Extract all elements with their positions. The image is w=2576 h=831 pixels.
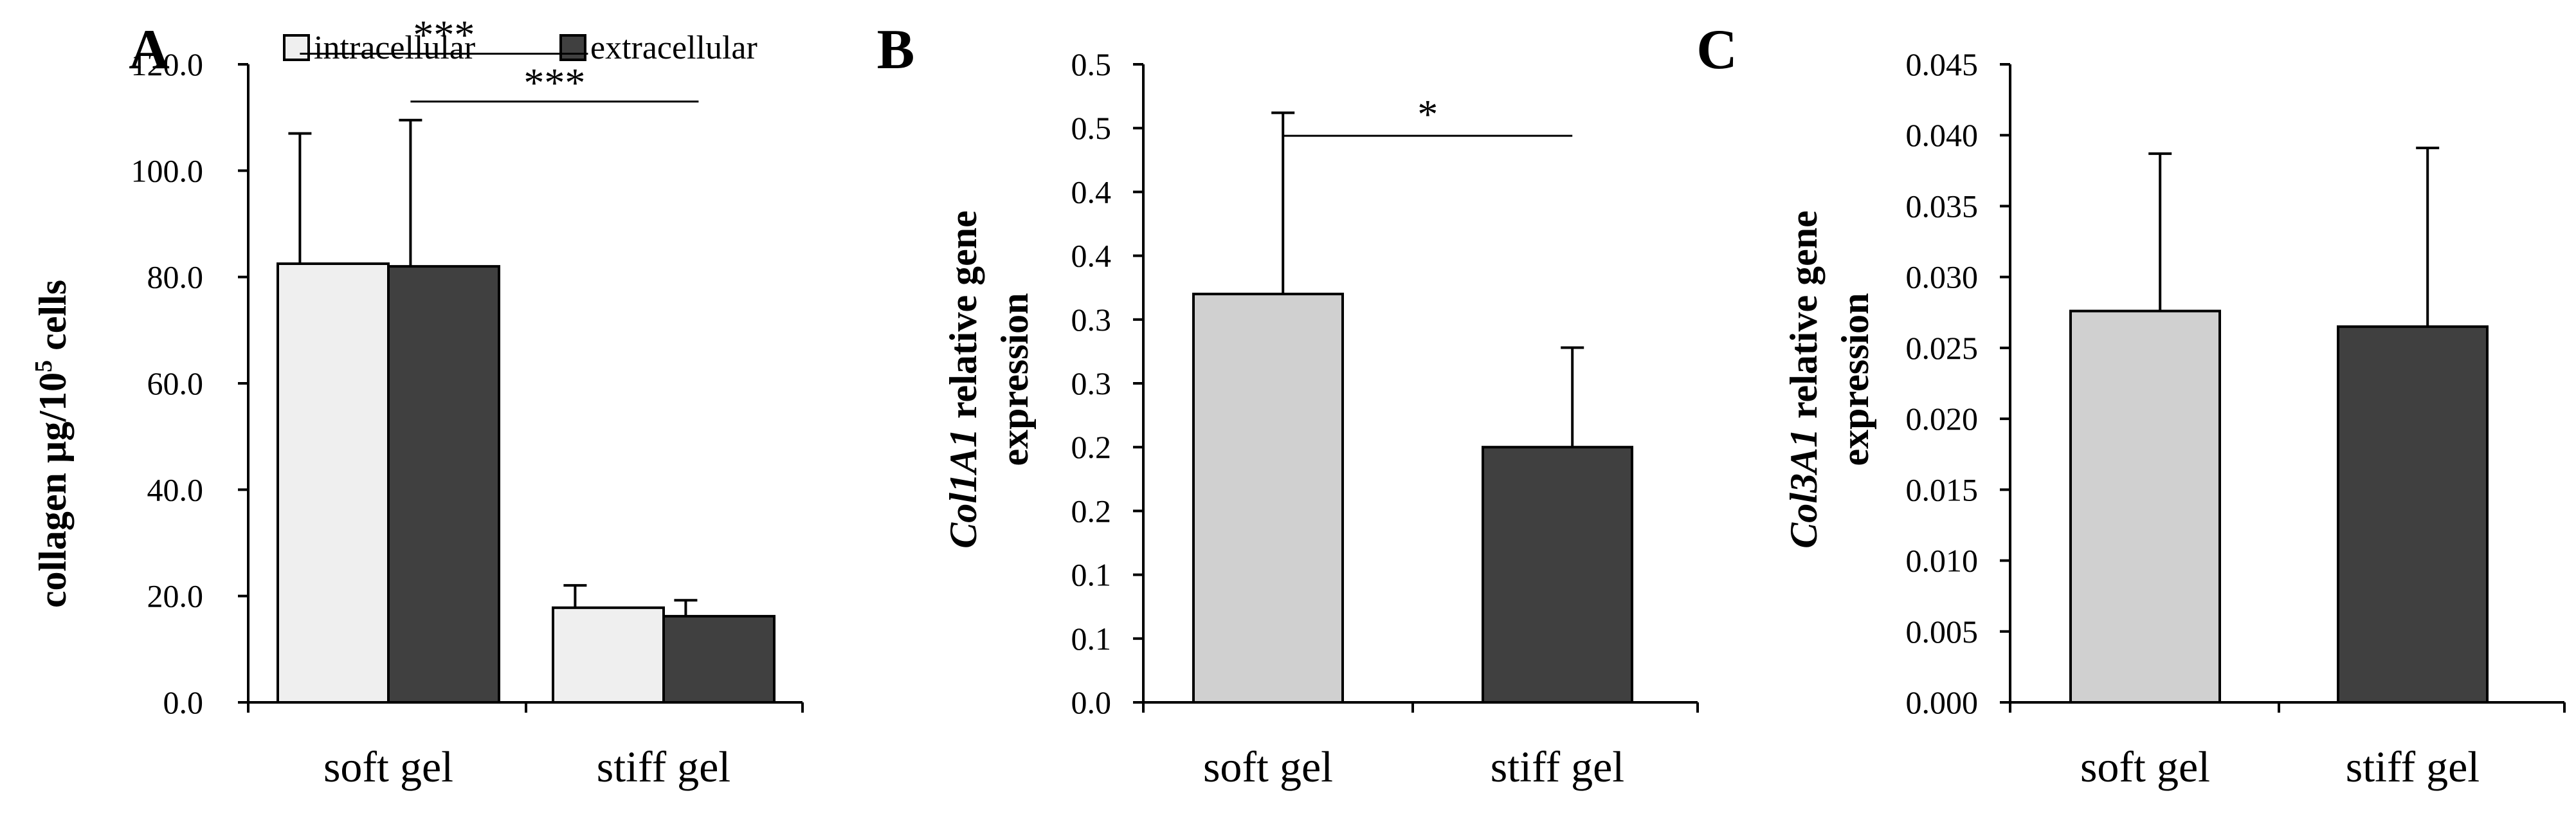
x-tick-label: stiff gel bbox=[1491, 742, 1624, 791]
y-tick-label: 0.035 bbox=[1906, 188, 1979, 224]
y-tick-label: 0.030 bbox=[1906, 259, 1979, 295]
x-tick-labels-b: soft gel stiff gel bbox=[1203, 742, 1624, 791]
panel-label-c: C bbox=[1696, 19, 1737, 81]
x-tick-labels-a: soft gel stiff gel bbox=[323, 742, 730, 791]
y-tick-label: 0.005 bbox=[1906, 614, 1979, 650]
y-tick-label: 0.025 bbox=[1906, 330, 1979, 366]
bar-extracellular bbox=[662, 615, 776, 704]
legend-swatch-extracellular bbox=[559, 34, 586, 61]
y-tick-label: 100.0 bbox=[131, 152, 204, 188]
significance-b: * bbox=[1283, 91, 1573, 137]
x-tick-label: stiff gel bbox=[2346, 742, 2480, 791]
significance-a: *** *** bbox=[300, 12, 699, 105]
panel-a: A intracellular extracellular collagen µ… bbox=[30, 12, 804, 791]
y-tick-label: 0.000 bbox=[1906, 684, 1979, 720]
y-tick-label: 0.0 bbox=[1071, 684, 1112, 720]
x-tick-label: soft gel bbox=[2080, 742, 2210, 791]
bar-intracellular bbox=[552, 606, 665, 704]
significance-label: *** bbox=[523, 60, 585, 105]
y-tick-label: 0.2 bbox=[1071, 493, 1112, 529]
y-tick-label: 120.0 bbox=[131, 46, 204, 82]
y-axis-title-a: collagen µg/105 cells bbox=[30, 280, 74, 608]
x-tick-label: stiff gel bbox=[597, 742, 730, 791]
y-tick-label: 0.4 bbox=[1071, 238, 1112, 274]
y-axis-title-b-line2: expression bbox=[993, 293, 1036, 466]
bar-stiff-gel bbox=[1482, 446, 1633, 704]
legend-swatch-intracellular bbox=[283, 34, 310, 61]
y-tick-label: 0.010 bbox=[1906, 543, 1979, 579]
panel-b: B Col1A1 relative gene expression 0.0 0.1… bbox=[877, 19, 1699, 791]
significance-label: * bbox=[1417, 91, 1438, 137]
y-tick-label: 40.0 bbox=[147, 471, 204, 507]
y-tick-label: 0.3 bbox=[1071, 365, 1112, 401]
bar-intracellular bbox=[277, 262, 390, 704]
y-tick-label: 0.1 bbox=[1071, 621, 1112, 657]
y-tick-label: 0.045 bbox=[1906, 46, 1979, 82]
significance-label: *** bbox=[413, 12, 475, 57]
bars-c bbox=[2069, 147, 2489, 704]
x-tick-labels-c: soft gel stiff gel bbox=[2080, 742, 2480, 791]
legend-label-intracellular: intracellular bbox=[314, 30, 475, 66]
legend-label-extracellular: extracellular bbox=[590, 30, 757, 66]
y-tick-label: 0.1 bbox=[1071, 557, 1112, 593]
bar-stiff-gel bbox=[2337, 325, 2489, 704]
y-tick-label: 0.5 bbox=[1071, 46, 1112, 82]
panel-label-a: A bbox=[129, 19, 170, 81]
y-axis-title-c: Col3A1 relative gene bbox=[1782, 210, 1825, 548]
y-axis-title-b: Col1A1 relative gene bbox=[942, 210, 984, 548]
y-tick-label: 80.0 bbox=[147, 259, 204, 295]
y-axis-title-c-line2: expression bbox=[1834, 293, 1876, 466]
bar-extracellular bbox=[387, 265, 500, 704]
x-tick-label: soft gel bbox=[323, 742, 453, 791]
bars-a bbox=[277, 118, 776, 704]
y-tick-label: 0.2 bbox=[1071, 429, 1112, 465]
y-tick-label: 60.0 bbox=[147, 365, 204, 401]
y-tick-label: 0.040 bbox=[1906, 117, 1979, 153]
y-tick-label: 0.020 bbox=[1906, 401, 1979, 437]
y-tick-label: 0.3 bbox=[1071, 302, 1112, 338]
bars-b bbox=[1192, 111, 1633, 704]
bar-soft-gel bbox=[2069, 309, 2221, 704]
panel-c: C Col3A1 relative gene expression 0.000 0… bbox=[1696, 19, 2566, 791]
y-tick-label: 0.4 bbox=[1071, 174, 1112, 210]
y-tick-label: 0.5 bbox=[1071, 110, 1112, 146]
bar-soft-gel bbox=[1192, 293, 1344, 704]
y-tick-label: 0.0 bbox=[163, 684, 204, 720]
panel-label-b: B bbox=[877, 19, 915, 81]
y-tick-label: 20.0 bbox=[147, 578, 204, 614]
x-tick-label: soft gel bbox=[1203, 742, 1333, 791]
y-tick-label: 0.015 bbox=[1906, 471, 1979, 507]
axes-b: 0.0 0.1 0.1 0.2 0.2 0.3 0.3 0.4 0.4 0.5 0.5 bbox=[1071, 46, 1699, 720]
